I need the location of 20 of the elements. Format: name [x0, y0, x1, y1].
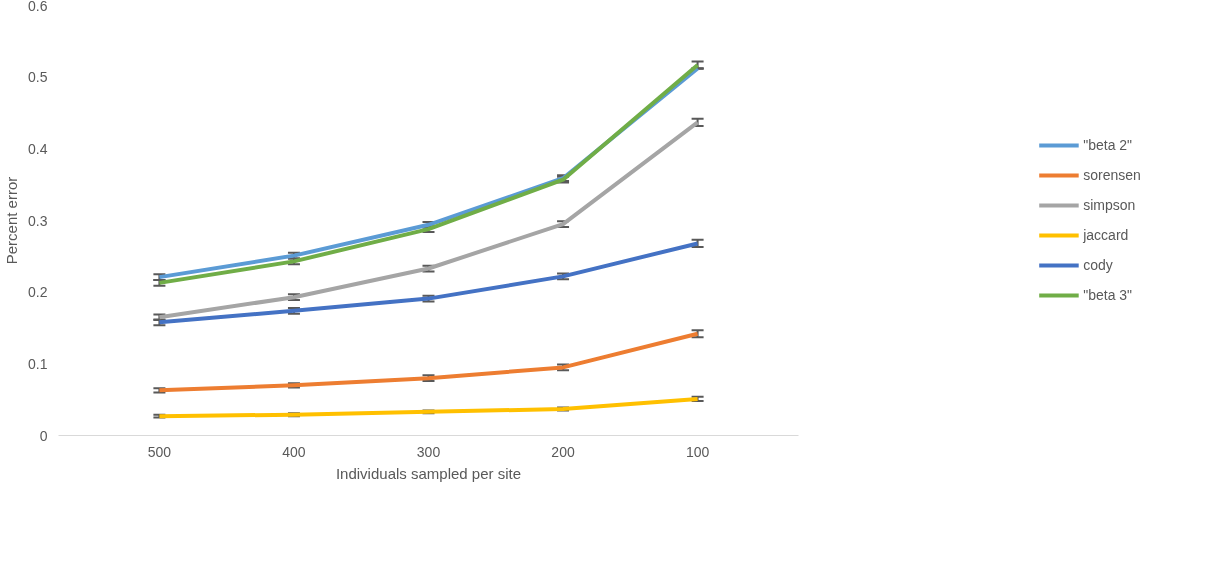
- y-tick-label: 0.2: [28, 284, 48, 301]
- x-tick-label: 100: [685, 443, 710, 460]
- y-tick-label: 0: [39, 427, 48, 444]
- y-tick-label: 0.3: [28, 212, 48, 229]
- x-tick-label: 500: [147, 443, 172, 460]
- y-axis-title: Percent error: [3, 176, 21, 265]
- x-tick-label: 300: [416, 443, 441, 460]
- y-tick-label: 0.5: [28, 69, 48, 86]
- legend-label: cody: [1083, 257, 1113, 273]
- y-tick-label: 0.1: [28, 355, 48, 372]
- legend-label: simpson: [1083, 197, 1136, 213]
- y-tick-label: 0.4: [28, 140, 48, 157]
- legend-label: jaccard: [1083, 227, 1129, 243]
- x-tick-label: 400: [282, 443, 306, 460]
- legend-label: "beta 2": [1083, 137, 1133, 153]
- x-axis-title: Individuals sampled per site: [335, 464, 522, 482]
- y-tick-label: 0.6: [28, 0, 48, 14]
- x-tick-label: 200: [551, 443, 575, 460]
- legend-label: "beta 3": [1083, 287, 1133, 303]
- legend-label: sorensen: [1083, 167, 1141, 183]
